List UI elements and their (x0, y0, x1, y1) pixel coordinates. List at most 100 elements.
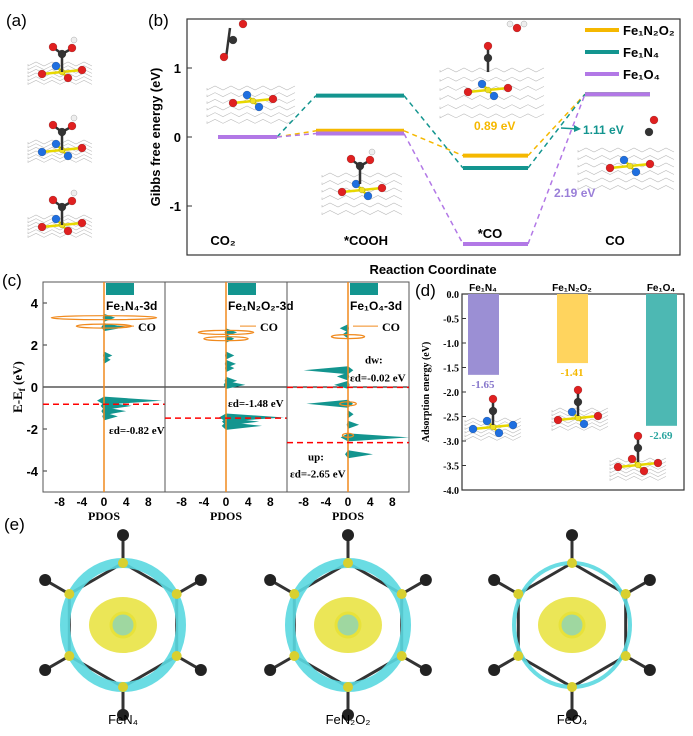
structure-label: FeN₂O₂ (326, 712, 371, 727)
c-atom (573, 397, 583, 407)
d-pdos-peak (97, 396, 163, 405)
graphene-sheet (321, 210, 403, 215)
isosurface-lobe (620, 651, 631, 661)
structure-label: FeN₄ (108, 712, 138, 727)
y-tick-label: -1.0 (443, 339, 459, 350)
o-atom (365, 155, 375, 165)
connector-Fe1N4 (403, 95, 464, 169)
category-label: Fe₁O₄ (647, 283, 676, 294)
d-pdos-peak (101, 407, 127, 416)
co-pdos-peak (197, 329, 255, 335)
d-pdos-peak (306, 399, 353, 408)
d-pdos-peak (339, 324, 349, 333)
co-pdos-peak (203, 336, 249, 342)
isosurface-lobe (513, 651, 524, 661)
structure-label: FeO₄ (557, 712, 588, 727)
o-atom (593, 411, 603, 421)
x-axis-label: Reaction Coordinate (369, 262, 496, 277)
graphene-sheet (551, 407, 609, 413)
n-atom (51, 61, 61, 71)
d-pdos-peak (303, 366, 354, 375)
pdos-subplot-2: -8 -4 0 4 8 PDOS Fe₁N₂O₂-3d CO εd=-1.48 eV (164, 281, 294, 523)
graphene-sheet (321, 180, 403, 185)
y-tick-label: 4 (31, 296, 39, 311)
d-pdos-peak (102, 412, 118, 421)
legend-swatch-3d (228, 283, 256, 295)
x-tick-label: -8 (298, 495, 309, 509)
o-atom (67, 196, 77, 206)
bar-3 (646, 294, 677, 426)
o-atom (573, 385, 583, 395)
panel-label-c: (c) (2, 271, 22, 290)
d-pdos-peak (346, 420, 360, 429)
n-atom (631, 167, 641, 177)
isosurface-lobe (343, 682, 353, 692)
fe-atom (109, 611, 137, 639)
x-tick-label: -4 (320, 495, 331, 509)
c-atom (419, 663, 432, 676)
graphene-sheet (464, 432, 522, 438)
connector-Fe1N2O2 (403, 130, 464, 157)
d-band-center-label: εd=-0.02 eV (350, 372, 406, 384)
isosurface-lobe (64, 589, 75, 599)
c-atom (264, 574, 277, 587)
n-atom (489, 91, 499, 101)
d-pdos-peak (101, 323, 127, 332)
c-atom (488, 406, 498, 416)
isosurface-lobe (289, 589, 300, 599)
fe-atom (634, 461, 642, 469)
graphene-sheet (321, 172, 403, 178)
o-atom (512, 23, 522, 33)
n-atom (254, 102, 264, 112)
d-pdos-peak (221, 421, 263, 430)
isosurface-lobe (620, 589, 631, 599)
isosurface-lobe (64, 651, 75, 661)
fe-atom (249, 97, 257, 105)
y-axis-label: E-Ef (eV) (10, 361, 27, 413)
y-tick-label: -2.5 (443, 413, 459, 424)
o-atom (48, 42, 58, 52)
legend-swatch-3d (106, 283, 134, 295)
d-band-center-label: εd=-0.82 eV (109, 425, 165, 437)
n-atom (242, 90, 252, 100)
x-axis-label: PDOS (332, 509, 364, 523)
y-tick-label: 1 (174, 61, 181, 76)
c-atom (566, 708, 578, 721)
d-pdos-peak (225, 351, 235, 360)
d-band-center-label: εd=-1.48 eV (228, 398, 284, 410)
h-atom (70, 114, 78, 122)
y-tick-label: 0 (31, 380, 38, 395)
y-tick-label: 0 (174, 130, 181, 145)
bond (571, 561, 627, 596)
legend-label-3d: Fe₁N₂O₂-3d (228, 299, 294, 313)
category-label: *CO (478, 226, 503, 241)
o-atom (238, 19, 248, 29)
o-atom (483, 41, 493, 51)
y-tick-label: -2 (26, 422, 38, 437)
graphene-sheet (439, 113, 545, 119)
graphene-sheet (439, 95, 545, 100)
panel-a-structures (27, 36, 93, 238)
connector-Fe1O4 (276, 132, 317, 138)
pdos-subplot-1: -8 -4 0 4 8 PDOS Fe₁N₄-3d CO εd=-0.82 eV (42, 281, 166, 523)
category-label: Fe₁N₄ (469, 283, 497, 294)
c-atom (194, 663, 207, 676)
d-pdos-peak (223, 380, 246, 389)
c-atom (39, 663, 52, 676)
o-atom (627, 454, 637, 464)
graphene-sheet (27, 154, 93, 160)
legend-label-3d: Fe₁N₄-3d (106, 299, 157, 313)
graphene-sheet (27, 79, 93, 85)
n-atom (37, 147, 47, 157)
graphene-sheet (321, 195, 403, 200)
co-pdos-peak (339, 401, 357, 407)
o-atom (37, 222, 47, 232)
panel-e-charge-density: FeN₄ FeN₂O₂ FeO₄ (39, 529, 656, 727)
panel-label-e: (e) (4, 515, 25, 534)
o-atom (613, 462, 623, 472)
graphene-sheet (27, 225, 93, 231)
annotation-1.11: 1.11 eV (583, 123, 624, 137)
connector-Fe1O4 (403, 133, 464, 245)
graphene-sheet (439, 76, 545, 82)
panel-label-b: (b) (148, 11, 169, 30)
